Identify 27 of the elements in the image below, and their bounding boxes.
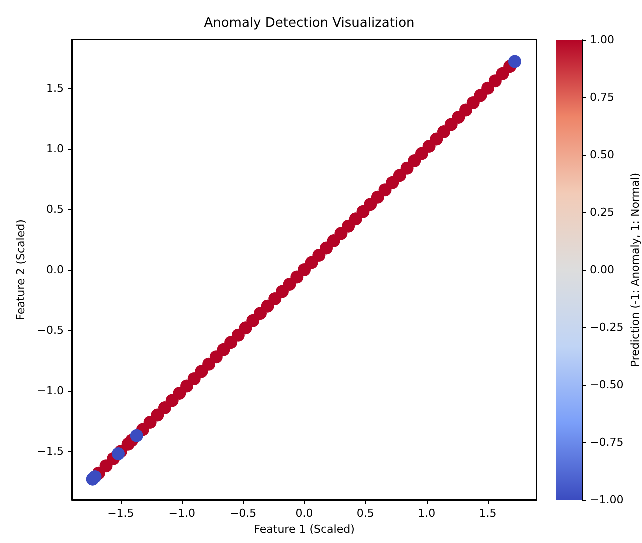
y-tick-label: −1.0 [37, 384, 64, 398]
y-tick-label: 1.0 [46, 142, 64, 156]
color-bar-label: 0.25 [590, 206, 614, 219]
y-tick-label: −1.5 [37, 445, 64, 458]
color-bar-label: −0.50 [590, 378, 624, 392]
y-tick-label: −0.5 [37, 324, 64, 338]
color-bar-label: 1.00 [590, 34, 614, 46]
color-bar-label: 0.00 [590, 264, 614, 276]
x-tick-label: 0.0 [296, 507, 314, 520]
color-bar-label: −0.75 [590, 436, 624, 449]
x-tick-label: 0.5 [356, 507, 374, 520]
y-axis-title: Feature 2 (Scaled) [14, 220, 28, 320]
x-tick-label: 1.0 [418, 507, 436, 520]
x-axis-title: Feature 1 (Scaled) [254, 523, 355, 536]
chart-title: Anomaly Detection Visualization [204, 16, 415, 31]
color-bar-label: 0.50 [590, 148, 614, 162]
x-tick-label: −1.0 [168, 507, 196, 520]
color-bar-label: −1.00 [590, 494, 624, 506]
x-tick-label: 1.5 [479, 507, 497, 520]
x-tick-label: −0.5 [230, 507, 257, 520]
color-bar-title: Prediction (-1: Anomaly, 1: Normal) [629, 172, 642, 368]
y-tick-label: 1.5 [46, 82, 64, 95]
y-tick-label: 0.0 [46, 264, 64, 276]
color-bar-label: 0.75 [590, 91, 614, 104]
y-tick-label: 0.5 [46, 202, 64, 216]
color-bar-label: −0.25 [590, 321, 624, 334]
x-tick-label: −1.5 [108, 507, 134, 520]
